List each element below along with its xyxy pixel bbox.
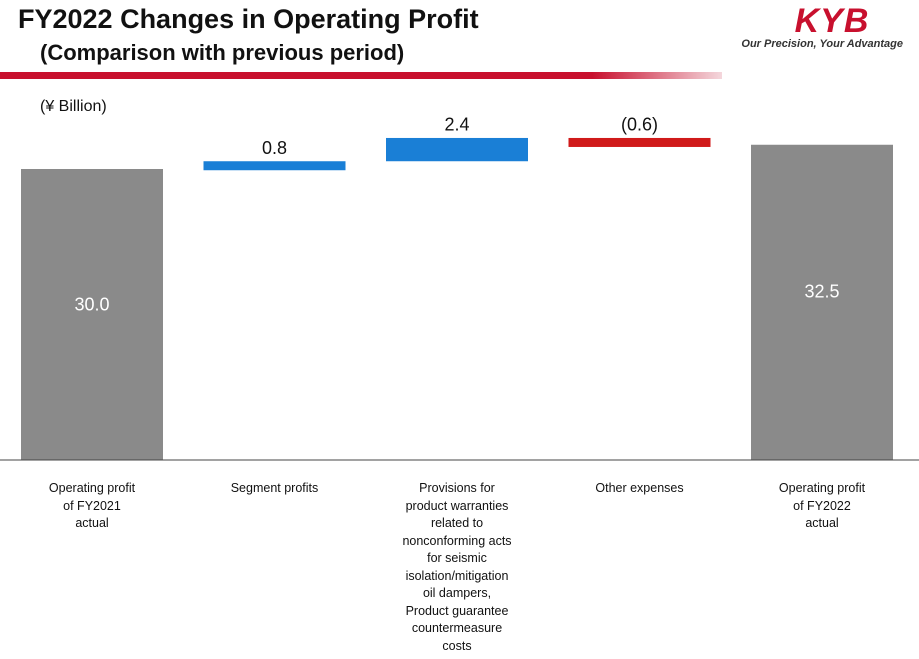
data-label-3: 2.4 (444, 115, 469, 135)
category-label-5: Operating profit of FY2022 actual (778, 481, 866, 530)
bar-5 (751, 144, 893, 460)
bar-2 (203, 161, 346, 171)
data-label-4: (0.6) (621, 115, 658, 135)
unit-label: (¥ Billion) (40, 98, 107, 115)
category-label-1: Operating profit of FY2021 actual (48, 481, 136, 530)
kyb-logo-icon: KYB (795, 2, 870, 38)
page-title: FY2022 Changes in Operating Profit (18, 4, 479, 34)
category-label-4: Other expenses (595, 481, 684, 495)
data-label-5: 32.5 (804, 282, 839, 302)
brand-logo: KYB Our Precision, Your Advantage (741, 2, 915, 58)
header-rule (0, 72, 722, 79)
data-label-1: 30.0 (74, 295, 109, 315)
category-label-2: Segment profits (230, 481, 319, 495)
data-label-2: 0.8 (262, 138, 287, 158)
page-subtitle: (Comparison with previous period) (40, 40, 405, 65)
brand-tagline: Our Precision, Your Advantage (741, 38, 903, 50)
bar-4 (568, 137, 711, 147)
category-label-3: Provisions for product warranties related … (402, 481, 512, 653)
bar-1 (21, 169, 163, 460)
logo-wordmark: KYB (795, 2, 870, 38)
bar-3 (386, 137, 528, 162)
